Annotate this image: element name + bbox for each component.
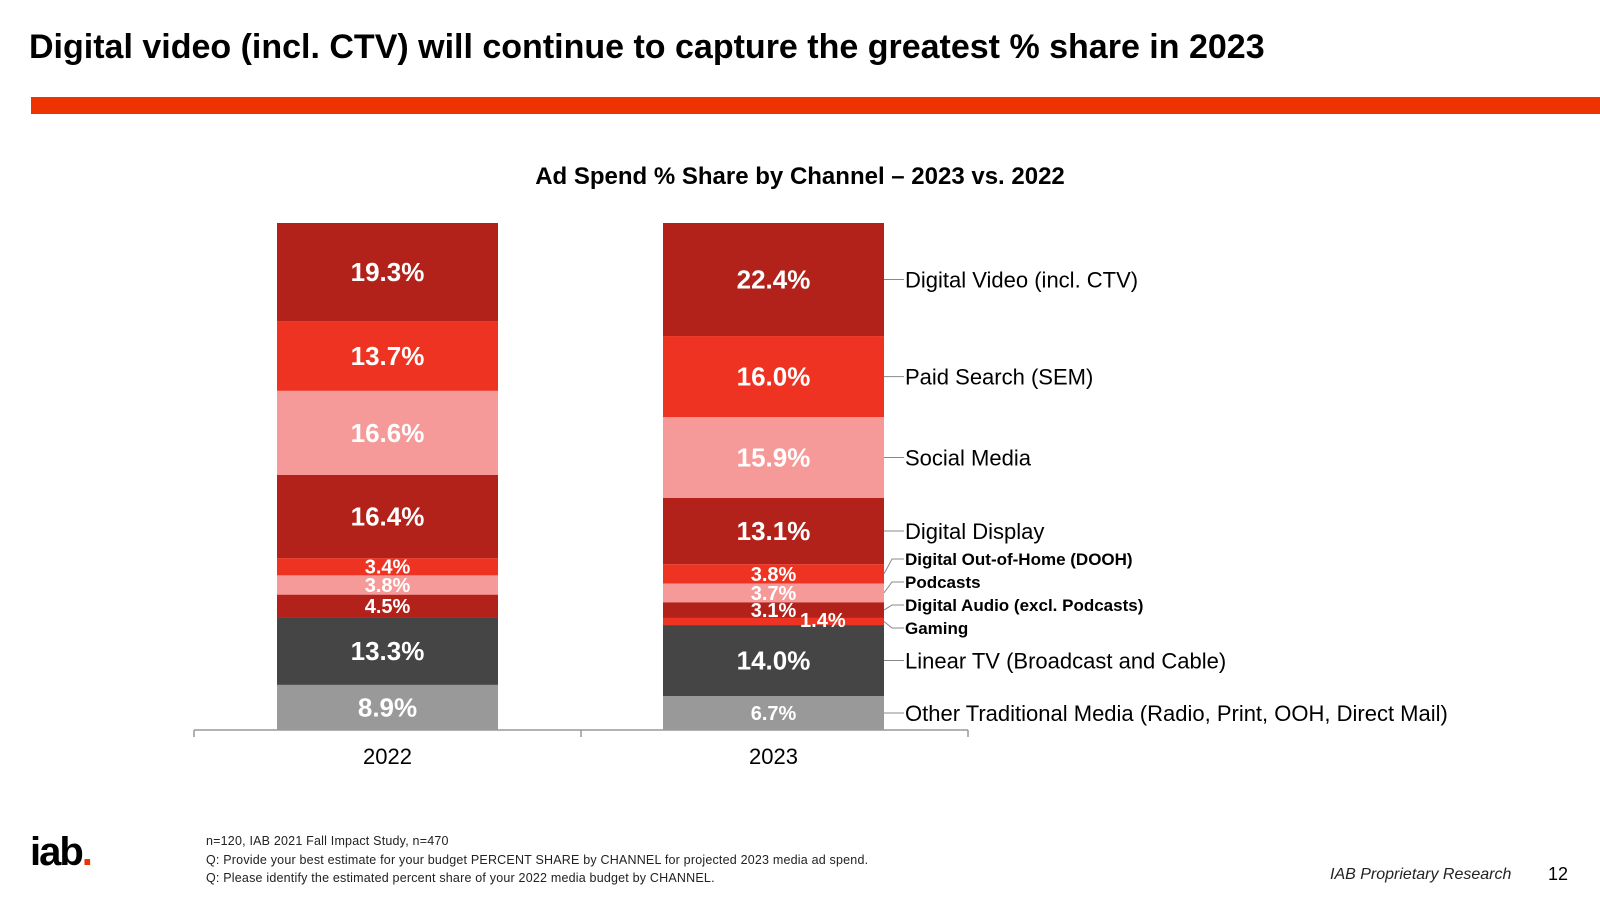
bar-2022-digital-video-incl-ctv <box>277 223 498 322</box>
bar-2022-paid-search-sem <box>277 321 498 391</box>
proprietary-label: IAB Proprietary Research <box>1330 866 1512 883</box>
bar-2023-digital-audio-excl-podcasts <box>663 602 884 618</box>
bar-2023-paid-search-sem <box>663 336 884 418</box>
legend-leader-gaming <box>883 621 904 629</box>
bar-2023-gaming <box>663 617 884 626</box>
value-label-2022-digital-display: 16.4% <box>351 502 425 532</box>
legend-label-digital-video-incl-ctv: Digital Video (incl. CTV) <box>905 268 1138 293</box>
value-label-2023-digital-audio-excl-podcasts: 3.1% <box>751 600 797 622</box>
legend-label-digital-audio-excl-podcasts: Digital Audio (excl. Podcasts) <box>905 596 1143 615</box>
value-label-2023-digital-video-incl-ctv: 22.4% <box>737 265 811 295</box>
value-label-2022-other-traditional-media-radio-print-ooh-direct-mail: 8.9% <box>358 692 417 722</box>
bar-2022-podcasts <box>277 575 498 595</box>
legend-label-paid-search-sem: Paid Search (SEM) <box>905 365 1093 390</box>
legend-label-linear-tv-broadcast-and-cable: Linear TV (Broadcast and Cable) <box>905 649 1226 674</box>
bar-2022-linear-tv-broadcast-and-cable <box>277 617 498 685</box>
title-accent-bar <box>31 97 1600 114</box>
bar-2022-digital-display <box>277 474 498 559</box>
value-label-2022-social-media: 16.6% <box>351 418 425 448</box>
value-label-2022-digital-out-of-home-dooh: 3.4% <box>365 557 411 579</box>
chart-title: Ad Spend % Share by Channel – 2023 vs. 2… <box>535 163 1065 190</box>
value-label-2023-social-media: 15.9% <box>737 442 811 472</box>
iab-logo: iab. <box>30 830 93 874</box>
bar-2023-digital-video-incl-ctv <box>663 223 884 337</box>
logo-dot: . <box>81 830 93 874</box>
value-label-2022-paid-search-sem: 13.7% <box>351 341 425 371</box>
value-label-2023-paid-search-sem: 16.0% <box>737 362 811 392</box>
footnote-question-2023: Q: Provide your best estimate for your b… <box>206 852 869 867</box>
bar-2023-linear-tv-broadcast-and-cable <box>663 625 884 697</box>
x-tick-label-2022: 2022 <box>363 744 412 769</box>
legend-label-social-media: Social Media <box>905 445 1032 470</box>
value-label-2022-linear-tv-broadcast-and-cable: 13.3% <box>351 636 425 666</box>
value-label-2023-digital-display: 13.1% <box>737 516 811 546</box>
bar-2022-digital-out-of-home-dooh <box>277 558 498 576</box>
bar-2023-digital-out-of-home-dooh <box>663 564 884 584</box>
footnote-question-2022: Q: Please identify the estimated percent… <box>206 871 715 885</box>
page-number: 12 <box>1548 864 1569 884</box>
bar-2022-other-traditional-media-radio-print-ooh-direct-mail <box>277 684 498 730</box>
legend-label-gaming: Gaming <box>905 619 968 638</box>
legend-leader-podcasts <box>883 581 904 594</box>
bar-2023-social-media <box>663 417 884 498</box>
bar-2023-podcasts <box>663 583 884 603</box>
bar-2023-other-traditional-media-radio-print-ooh-direct-mail <box>663 696 884 730</box>
value-label-2023-gaming: 1.4% <box>800 610 846 632</box>
legend-label-digital-out-of-home-dooh: Digital Out-of-Home (DOOH) <box>905 550 1133 569</box>
legend-leader-digital-audio-excl-podcasts <box>883 604 904 611</box>
slide-title: Digital video (incl. CTV) will continue … <box>29 28 1265 66</box>
legend-label-podcasts: Podcasts <box>905 573 981 592</box>
legend-label-digital-display: Digital Display <box>905 519 1044 544</box>
footnotes: n=120, IAB 2021 Fall Impact Study, n=470… <box>206 832 868 888</box>
logo-text: iab <box>30 830 84 874</box>
x-tick-label-2023: 2023 <box>749 744 798 769</box>
footnote-sample: n=120, IAB 2021 Fall Impact Study, n=470 <box>206 834 449 848</box>
value-label-2022-podcasts: 3.8% <box>365 575 411 597</box>
value-label-2022-digital-video-incl-ctv: 19.3% <box>351 257 425 287</box>
legend-leader-digital-out-of-home-dooh <box>883 558 904 575</box>
value-label-2022-digital-audio-excl-podcasts: 4.5% <box>365 596 411 618</box>
bar-2023-digital-display <box>663 497 884 565</box>
value-label-2023-digital-out-of-home-dooh: 3.8% <box>751 564 797 586</box>
legend-label-other-traditional-media-radio-print-ooh-direct-mail: Other Traditional Media (Radio, Print, O… <box>905 701 1448 726</box>
bar-2022-digital-audio-excl-podcasts <box>277 594 498 618</box>
value-label-2023-other-traditional-media-radio-print-ooh-direct-mail: 6.7% <box>751 703 797 725</box>
value-label-2023-linear-tv-broadcast-and-cable: 14.0% <box>737 646 811 676</box>
value-label-2023-podcasts: 3.7% <box>751 583 797 605</box>
bar-2022-social-media <box>277 390 498 475</box>
